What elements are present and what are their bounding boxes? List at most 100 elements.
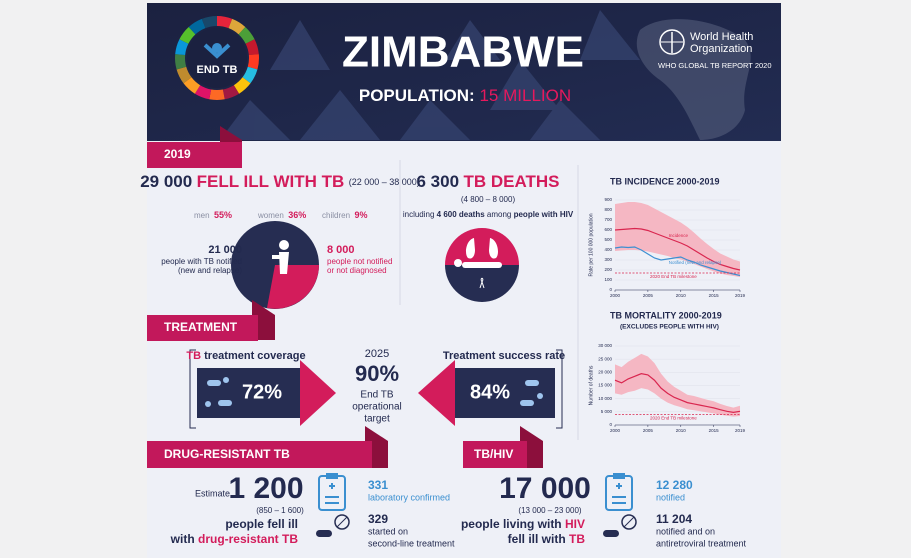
- logo-segment: [175, 54, 187, 70]
- org-name: Organization: [690, 43, 752, 55]
- x-tick-label: 2000: [610, 293, 621, 298]
- population: POPULATION: 15 MILLION: [359, 86, 571, 105]
- person-icon: [272, 240, 289, 274]
- y-tick-label: 30 000: [598, 343, 612, 348]
- y-tick-label: 600: [604, 227, 612, 232]
- group-label: men: [194, 211, 210, 220]
- series-label: Incidence: [669, 233, 689, 238]
- clipboard-icon: [318, 473, 346, 511]
- y-axis-label: Number of deaths: [588, 365, 594, 405]
- deaths-number: 6 300: [416, 172, 459, 191]
- target-text: End TB: [360, 390, 393, 401]
- coverage-box: [197, 368, 302, 418]
- series-line: [614, 373, 741, 413]
- group-value: 36%: [288, 210, 306, 220]
- deaths-hiv: including 4 600 deaths among people with…: [403, 210, 574, 219]
- population-label: POPULATION:: [359, 86, 475, 105]
- frame: [556, 349, 563, 429]
- chart-title: TB INCIDENCE 2000-2019: [610, 176, 720, 186]
- chart-title: TB MORTALITY 2000-2019: [610, 310, 722, 320]
- section-label: DRUG-RESISTANT TB: [164, 447, 290, 461]
- coverage-title: TB treatment coverage: [186, 350, 305, 362]
- deaths-range: (4 800 – 8 000): [461, 195, 516, 204]
- hiv-notified-number: 12 280: [656, 478, 693, 492]
- y-tick-label: 700: [604, 217, 612, 222]
- hiv-notified-text: notified: [656, 492, 685, 502]
- milestone-label: 2020 End TB milestone: [650, 274, 697, 279]
- not-notified-number: 8 000: [327, 244, 355, 256]
- notified-text: (new and relapse): [178, 266, 242, 275]
- y-tick-label: 25 000: [598, 356, 612, 361]
- section-label: TREATMENT: [164, 320, 238, 334]
- deaths-hiv-number: 4 600 deaths: [437, 210, 486, 219]
- x-tick-label: 2000: [610, 428, 621, 433]
- logo-segment: [183, 77, 201, 94]
- not-notified-text: or not diagnosed: [327, 266, 387, 275]
- milestone-label: 2020 End TB milestone: [650, 416, 697, 421]
- section-banner: [463, 441, 527, 468]
- africa-map: [636, 19, 751, 141]
- end-tb-logo: END TB: [175, 16, 260, 101]
- treated-text: started on: [368, 526, 408, 536]
- y-tick-label: 800: [604, 207, 612, 212]
- clipboard-icon: [605, 473, 633, 511]
- logo-segment: [209, 89, 225, 101]
- treated-number: 329: [368, 512, 388, 526]
- logo-segment: [188, 18, 206, 35]
- coverage-title-text: treatment coverage: [201, 350, 306, 362]
- x-tick-label: 2019: [735, 428, 746, 433]
- x-tick-label: 2005: [643, 428, 654, 433]
- chart-subtitle: (EXCLUDES PEOPLE WITH HIV): [620, 324, 719, 331]
- pills-icon: [603, 514, 637, 537]
- x-tick-label: 2005: [643, 293, 654, 298]
- success-title: Treatment success rate: [443, 350, 565, 362]
- hiv-range: (13 000 – 23 000): [518, 506, 581, 515]
- frame: [189, 349, 196, 429]
- logo-segment: [179, 26, 196, 44]
- coverage-title-tb: TB: [186, 350, 201, 362]
- hiv-text-part: fell ill with: [508, 532, 569, 546]
- coverage-value: 72%: [242, 381, 282, 403]
- series-line: [614, 246, 741, 277]
- dr-text: people fell ill: [225, 517, 298, 531]
- y-axis-label: Rate per 100 000 population: [588, 213, 594, 276]
- deaths-text: TB DEATHS: [463, 172, 559, 191]
- target-value: 90%: [355, 361, 399, 386]
- header-pattern: [220, 10, 640, 140]
- logo-segment: [228, 18, 246, 35]
- pills-icon: [205, 377, 232, 407]
- logo-segment: [194, 85, 212, 100]
- population-value: 15 MILLION: [479, 86, 571, 105]
- series-label: Notified (new and relapse): [669, 260, 722, 265]
- y-tick-label: 100: [604, 277, 612, 282]
- group-share: children 9%: [322, 210, 367, 220]
- group-share: women 36%: [257, 210, 306, 220]
- success-value: 84%: [470, 381, 510, 403]
- incidence-range: (22 000 – 38 000): [349, 177, 420, 187]
- y-tick-label: 10 000: [598, 396, 612, 401]
- x-tick-label: 2015: [709, 293, 720, 298]
- y-tick-label: 5 000: [601, 409, 613, 414]
- group-label: children: [322, 211, 350, 220]
- y-tick-label: 20 000: [598, 370, 612, 375]
- deaths-icon: [445, 228, 519, 302]
- y-tick-label: 300: [604, 257, 612, 262]
- group-value: 55%: [214, 210, 232, 220]
- logo-segment: [238, 26, 255, 44]
- confirmed-number: 331: [368, 478, 388, 492]
- target-year: 2025: [365, 348, 389, 360]
- x-tick-label: 2019: [735, 293, 746, 298]
- confirmed-text: laboratory confirmed: [368, 492, 450, 502]
- incidence-headline: 29 000 FELL ILL WITH TB (22 000 – 38 000…: [140, 172, 420, 191]
- deaths-hiv-text: people with HIV: [514, 210, 574, 219]
- dr-text: with drug-resistant TB: [170, 532, 299, 546]
- logo-text: END TB: [197, 64, 238, 76]
- deaths-hiv-text: among: [485, 210, 514, 219]
- logo-segment: [247, 54, 260, 70]
- pie-not-notified: [267, 265, 319, 309]
- hiv-text-highlight: HIV: [565, 517, 585, 531]
- section-banner: [147, 441, 372, 468]
- logo-segment: [201, 16, 217, 29]
- y-tick-label: 0: [609, 287, 612, 292]
- series-line: [614, 227, 741, 271]
